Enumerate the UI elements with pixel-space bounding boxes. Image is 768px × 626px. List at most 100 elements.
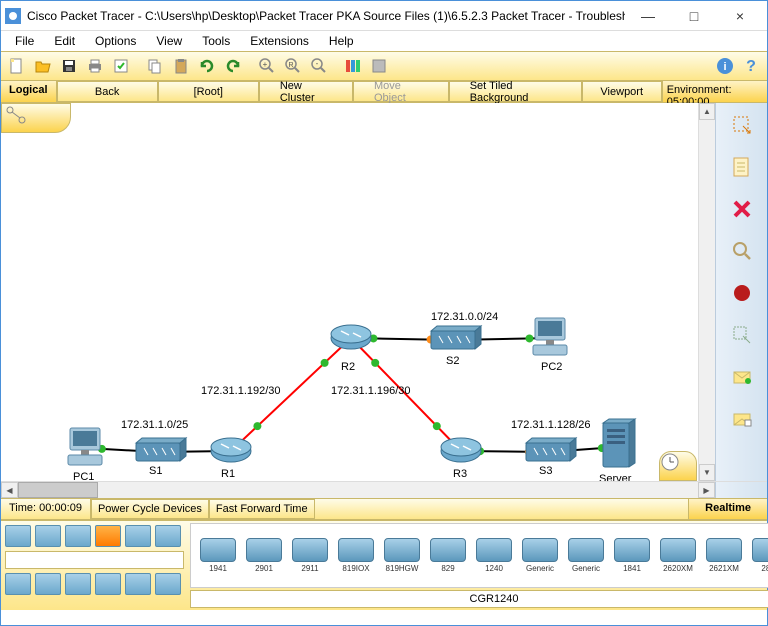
hscroll-thumb[interactable] [18,482,98,498]
select-tool[interactable] [728,111,756,139]
zoom-out-button[interactable]: - [307,54,331,78]
device-model-2620XM[interactable]: 2620XM [657,538,699,573]
node-PC2[interactable] [533,318,567,355]
device-model-819IOX[interactable]: 819IOX [335,538,377,573]
resize-tool[interactable] [728,321,756,349]
topology-canvas[interactable]: PC1S1R1R2S2PC2R3S3Server172.31.1.0/25172… [1,103,715,481]
menu-tools[interactable]: Tools [192,32,240,50]
scroll-left-arrow[interactable]: ◀ [1,482,18,498]
print-button[interactable] [83,54,107,78]
label-R1: R1 [221,468,235,480]
device-model-2811[interactable]: 2811 [749,538,768,573]
subcat-5[interactable] [125,573,151,595]
menu-help[interactable]: Help [319,32,364,50]
cat-wireless[interactable] [95,525,121,547]
node-S3[interactable] [526,438,576,461]
subcat-4[interactable] [95,573,121,595]
menu-options[interactable]: Options [85,32,146,50]
node-R3[interactable] [441,438,481,462]
help-button[interactable]: ? [739,54,763,78]
new-cluster-button[interactable]: New Cluster [259,81,353,102]
move-object-button[interactable]: Move Object [353,81,449,102]
device-model-2911[interactable]: 2911 [289,538,331,573]
vertical-scrollbar[interactable]: ▲ ▼ [698,103,715,481]
cat-connections[interactable] [125,525,151,547]
device-list: 194129012911819IOX819HGW8291240GenericGe… [188,521,768,610]
cat-switches[interactable] [35,525,61,547]
svg-text:-: - [316,59,319,68]
node-S1[interactable] [136,438,186,461]
zoom-reset-button[interactable]: R [281,54,305,78]
right-toolbar [715,103,767,481]
inspect-tool[interactable] [728,237,756,265]
environment-time[interactable]: Environment: 05:00:00 [662,81,767,102]
paste-button[interactable] [169,54,193,78]
subcat-1[interactable] [5,573,31,595]
new-file-button[interactable] [5,54,29,78]
menu-extensions[interactable]: Extensions [240,32,319,50]
root-button[interactable]: [Root] [158,81,259,102]
node-S2[interactable] [431,326,481,349]
complex-pdu-tool[interactable] [728,405,756,433]
menu-view[interactable]: View [146,32,192,50]
device-model-829[interactable]: 829 [427,538,469,573]
subcat-6[interactable] [155,573,181,595]
subcat-3[interactable] [65,573,91,595]
menu-file[interactable]: File [5,32,44,50]
node-PC1[interactable] [68,428,102,465]
device-model-2901[interactable]: 2901 [243,538,285,573]
zoom-in-button[interactable]: + [255,54,279,78]
device-model-1941[interactable]: 1941 [197,538,239,573]
delete-tool[interactable] [728,195,756,223]
draw-tool[interactable] [728,279,756,307]
save-button[interactable] [57,54,81,78]
fast-forward-button[interactable]: Fast Forward Time [209,499,315,519]
label-PC1: PC1 [73,471,94,481]
device-search-input[interactable] [5,551,184,569]
device-model-Generic[interactable]: Generic [519,538,561,573]
device-model-819HGW[interactable]: 819HGW [381,538,423,573]
realtime-tab[interactable]: Realtime [688,499,767,519]
scroll-down-arrow[interactable]: ▼ [699,464,715,481]
subnet-label-2: 172.31.1.196/30 [331,385,411,397]
device-model-1841[interactable]: 1841 [611,538,653,573]
info-button[interactable]: i [713,54,737,78]
device-categories [1,521,188,610]
navigation-bar: Logical Back [Root] New Cluster Move Obj… [1,81,767,103]
custom-devices-button[interactable] [367,54,391,78]
subcat-2[interactable] [35,573,61,595]
activity-wizard-button[interactable] [109,54,133,78]
svg-text:R: R [288,62,293,69]
undo-button[interactable] [195,54,219,78]
cat-end-devices[interactable] [155,525,181,547]
note-tool[interactable] [728,153,756,181]
node-R2[interactable] [331,325,371,349]
cat-hubs[interactable] [65,525,91,547]
back-button[interactable]: Back [57,81,158,102]
close-button[interactable]: × [717,1,763,31]
device-model-1240[interactable]: 1240 [473,538,515,573]
redo-button[interactable] [221,54,245,78]
power-cycle-button[interactable]: Power Cycle Devices [91,499,209,519]
copy-button[interactable] [143,54,167,78]
simulation-tab[interactable] [659,451,697,481]
scroll-right-arrow[interactable]: ▶ [698,482,715,498]
open-file-button[interactable] [31,54,55,78]
menu-edit[interactable]: Edit [44,32,85,50]
logical-view-tab[interactable]: Logical [1,81,57,102]
node-Server[interactable] [603,419,635,467]
node-R1[interactable] [211,438,251,462]
set-background-button[interactable]: Set Tiled Background [449,81,582,102]
maximize-button[interactable]: □ [671,1,717,31]
palette-button[interactable] [341,54,365,78]
subnet-label-4: 172.31.1.128/26 [511,419,591,431]
horizontal-scrollbar[interactable]: ◀ ▶ [1,481,767,498]
device-model-Generic[interactable]: Generic [565,538,607,573]
sim-time: Time: 00:00:09 [1,499,91,519]
cat-routers[interactable] [5,525,31,547]
viewport-button[interactable]: Viewport [582,81,662,102]
minimize-button[interactable]: — [625,1,671,31]
scroll-up-arrow[interactable]: ▲ [699,103,715,120]
device-model-2621XM[interactable]: 2621XM [703,538,745,573]
simple-pdu-tool[interactable] [728,363,756,391]
